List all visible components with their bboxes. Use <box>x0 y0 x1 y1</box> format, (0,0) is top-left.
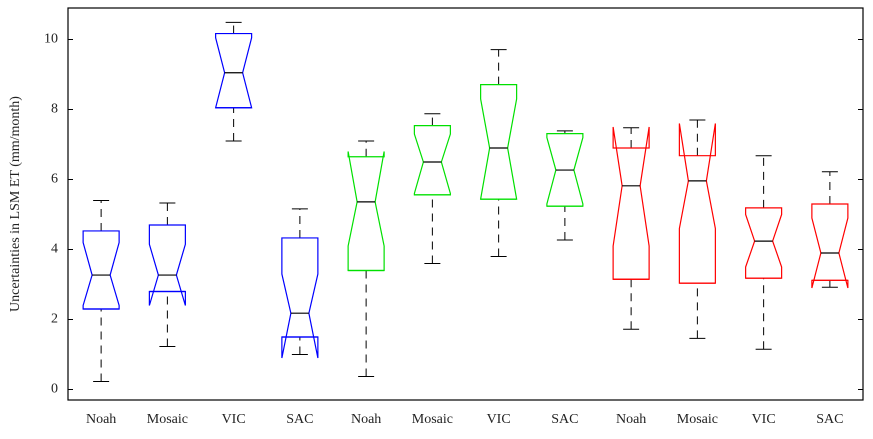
y-tick-label: 0 <box>51 382 58 397</box>
box <box>745 207 783 279</box>
y-tick-label: 2 <box>51 312 58 327</box>
x-tick-label: Mosaic <box>412 412 453 427</box>
y-tick-label: 4 <box>51 242 58 257</box>
box <box>347 151 385 272</box>
box <box>281 237 319 359</box>
y-tick-label: 6 <box>51 172 58 187</box>
box <box>678 123 716 284</box>
box <box>82 230 120 310</box>
x-tick-label: SAC <box>286 412 313 427</box>
box <box>413 124 451 196</box>
y-tick-label: 10 <box>44 32 58 47</box>
y-axis-label: Uncertainties in LSM ET (mm/month) <box>8 96 23 312</box>
x-tick-label: VIC <box>487 412 511 427</box>
box <box>612 126 650 280</box>
plot-frame <box>67 7 864 401</box>
box <box>148 224 186 306</box>
x-tick-label: Noah <box>616 412 646 427</box>
x-tick-label: SAC <box>551 412 578 427</box>
x-tick-label: VIC <box>752 412 776 427</box>
box <box>214 32 253 109</box>
x-tick-label: Mosaic <box>147 412 188 427</box>
x-tick-label: Noah <box>86 412 116 427</box>
x-tick-label: Mosaic <box>677 412 718 427</box>
x-tick-label: Noah <box>351 412 381 427</box>
box <box>479 84 518 200</box>
y-tick-label: 8 <box>51 102 58 117</box>
x-tick-label: SAC <box>816 412 843 427</box>
x-tick-label: VIC <box>222 412 246 427</box>
box <box>811 203 849 289</box>
